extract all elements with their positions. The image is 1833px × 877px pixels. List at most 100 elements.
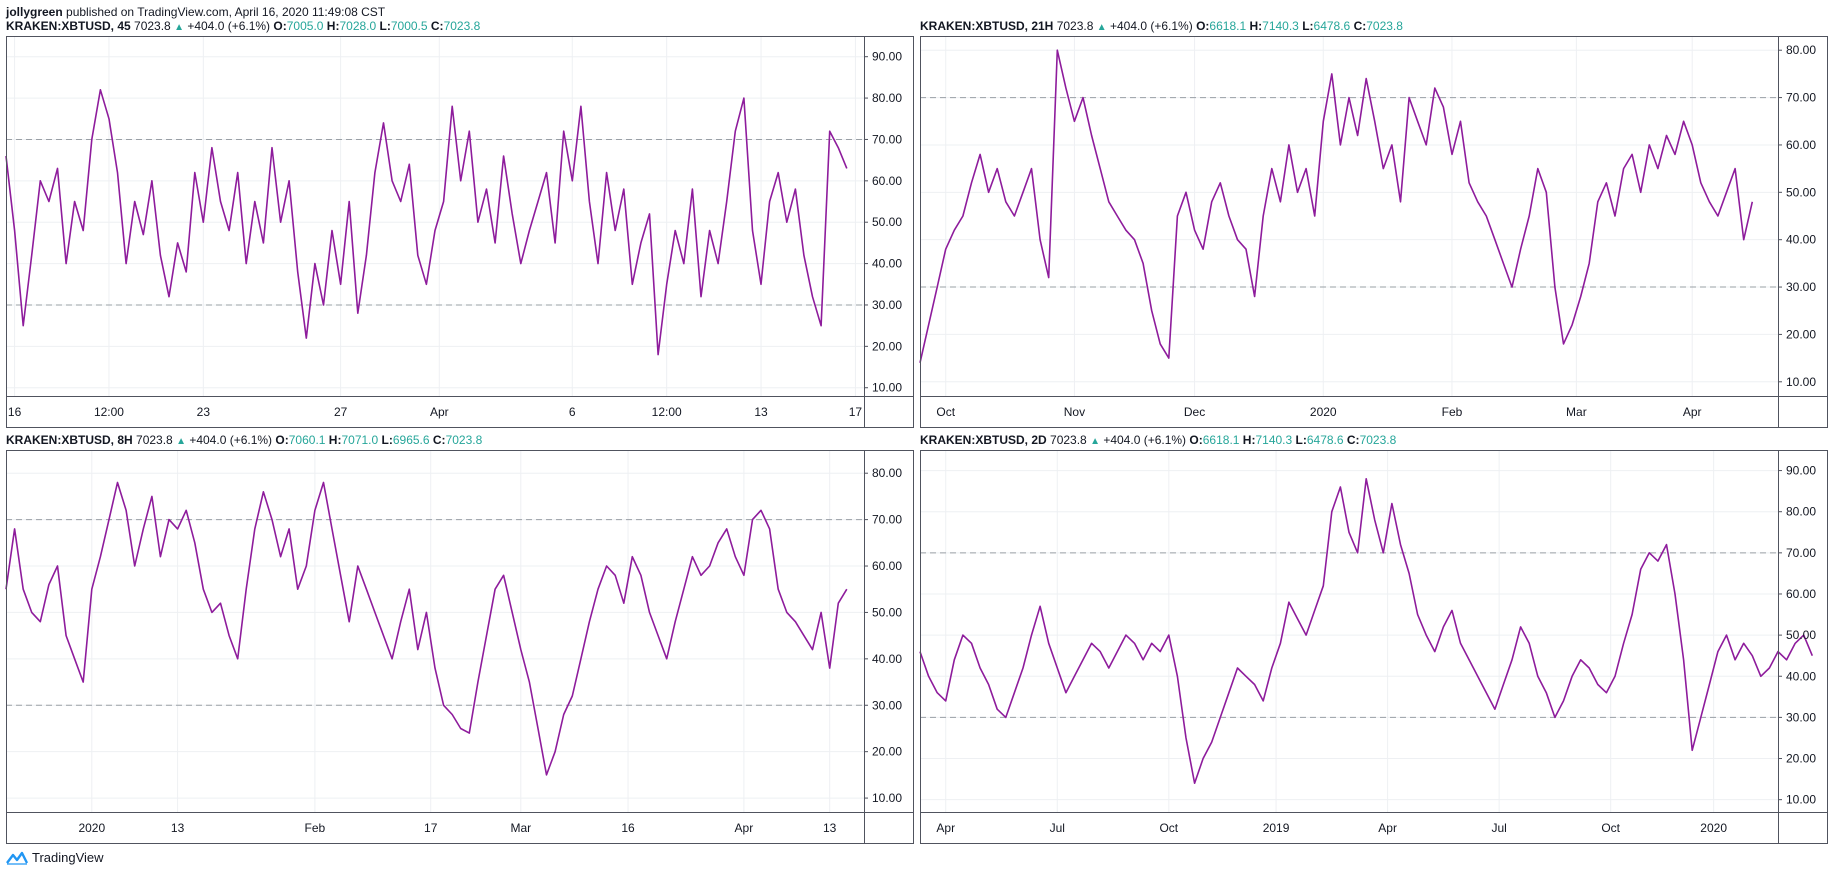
symbol-label[interactable]: KRAKEN:XBTUSD, 2D	[920, 433, 1047, 447]
y-tick-label[interactable]: 80.00	[1786, 505, 1816, 519]
y-tick-label[interactable]: 70.00	[1786, 546, 1816, 560]
y-tick-label[interactable]: 30.00	[872, 698, 902, 712]
y-tick-label[interactable]: 30.00	[1786, 280, 1816, 294]
y-tick-label[interactable]: 80.00	[872, 466, 902, 480]
close-label: C:	[430, 19, 444, 33]
y-tick-label[interactable]: 80.00	[1786, 43, 1816, 57]
x-tick-label[interactable]: 16	[8, 405, 22, 419]
open-value: 6618.1	[1209, 19, 1247, 33]
tradingview-logo-icon[interactable]	[6, 851, 28, 865]
chart-svg[interactable]: 80.00 70.00 60.00 50.00 40.00 30.00 20.00 10.00…	[919, 36, 1828, 428]
legend-header: KRAKEN:XBTUSD, 45 7023.8 ▲ +404.0 (+6.1%…	[6, 18, 480, 34]
y-tick-label[interactable]: 20.00	[872, 339, 902, 353]
x-tick-label[interactable]: Jul	[1050, 821, 1065, 835]
x-tick-label[interactable]: 17	[849, 405, 863, 419]
y-tick-label[interactable]: 40.00	[872, 257, 902, 271]
y-tick-label[interactable]: 20.00	[1786, 327, 1816, 341]
legend-header: KRAKEN:XBTUSD, 21H 7023.8 ▲ +404.0 (+6.1…	[920, 18, 1403, 34]
x-tick-label[interactable]: Mar	[1566, 405, 1587, 419]
x-tick-label[interactable]: 2020	[1700, 821, 1727, 835]
open-value: 7005.0	[286, 19, 324, 33]
rsi-series-line[interactable]	[919, 49, 1754, 363]
high-value: 7071.0	[341, 433, 379, 447]
y-tick-label[interactable]: 90.00	[872, 50, 902, 64]
symbol-label[interactable]: KRAKEN:XBTUSD, 21H	[920, 19, 1054, 33]
y-tick-label[interactable]: 10.00	[872, 381, 902, 395]
x-tick-label[interactable]: 12:00	[94, 405, 124, 419]
x-tick-label[interactable]: 13	[754, 405, 768, 419]
y-tick-label[interactable]: 10.00	[1786, 793, 1816, 807]
x-tick-label[interactable]: 16	[621, 821, 635, 835]
symbol-label[interactable]: KRAKEN:XBTUSD, 45	[6, 19, 131, 33]
y-tick-label[interactable]: 60.00	[1786, 138, 1816, 152]
grid	[920, 36, 1778, 396]
y-tick-label[interactable]: 50.00	[1786, 185, 1816, 199]
x-tick-label[interactable]: 17	[424, 821, 438, 835]
y-tick-label[interactable]: 50.00	[1786, 628, 1816, 642]
x-tick-label[interactable]: Apr	[430, 405, 449, 419]
chart-panel[interactable]: KRAKEN:XBTUSD, 21H 7023.8 ▲ +404.0 (+6.1…	[919, 18, 1828, 428]
chart-panel[interactable]: KRAKEN:XBTUSD, 8H 7023.8 ▲ +404.0 (+6.1%…	[5, 432, 914, 844]
x-tick-label[interactable]: Nov	[1064, 405, 1085, 419]
footer-brand[interactable]: TradingView	[32, 850, 104, 865]
chart-svg[interactable]: 90.00 80.00 70.00 60.00 50.00 40.00 30.00 20.00…	[919, 450, 1828, 844]
x-tick-label[interactable]: 12:00	[652, 405, 682, 419]
x-tick-label[interactable]: Apr	[1378, 821, 1397, 835]
x-tick-label[interactable]: 27	[334, 405, 348, 419]
rsi-series-line[interactable]	[919, 477, 1814, 785]
y-tick-label[interactable]: 40.00	[1786, 669, 1816, 683]
rsi-series-line[interactable]	[5, 88, 848, 356]
y-tick-label[interactable]: 10.00	[872, 791, 902, 805]
y-tick-label[interactable]: 70.00	[1786, 91, 1816, 105]
pane-border	[6, 450, 914, 844]
y-tick-label[interactable]: 20.00	[872, 745, 902, 759]
y-tick-label[interactable]: 70.00	[872, 513, 902, 527]
x-tick-label[interactable]: Feb	[305, 821, 326, 835]
y-tick-label[interactable]: 40.00	[1786, 233, 1816, 247]
x-tick-label[interactable]: 13	[171, 821, 185, 835]
chart-panel[interactable]: KRAKEN:XBTUSD, 2D 7023.8 ▲ +404.0 (+6.1%…	[919, 432, 1828, 844]
author-link[interactable]: jollygreen	[6, 5, 63, 19]
chart-panel[interactable]: KRAKEN:XBTUSD, 45 7023.8 ▲ +404.0 (+6.1%…	[5, 18, 914, 428]
x-tick-label[interactable]: Oct	[1601, 821, 1620, 835]
y-tick-label[interactable]: 40.00	[872, 652, 902, 666]
y-tick-label[interactable]: 30.00	[872, 298, 902, 312]
x-tick-label[interactable]: Feb	[1442, 405, 1463, 419]
y-tick-label[interactable]: 10.00	[1786, 375, 1816, 389]
x-tick-label[interactable]: Apr	[735, 821, 754, 835]
chart-svg[interactable]: 80.00 70.00 60.00 50.00 40.00 30.00 20.00 10.00…	[5, 450, 914, 844]
x-tick-label[interactable]: Jul	[1491, 821, 1506, 835]
y-tick-label[interactable]: 30.00	[1786, 710, 1816, 724]
open-label: O:	[1196, 19, 1210, 33]
x-tick-label[interactable]: 2020	[78, 821, 105, 835]
x-tick-label[interactable]: Mar	[510, 821, 531, 835]
rsi-series-line[interactable]	[5, 481, 848, 776]
x-tick-label[interactable]: Apr	[1683, 405, 1702, 419]
low-value: 6478.6	[1306, 433, 1344, 447]
y-tick-label[interactable]: 60.00	[872, 174, 902, 188]
x-tick-label[interactable]: 2019	[1263, 821, 1290, 835]
y-tick-label[interactable]: 20.00	[1786, 752, 1816, 766]
low-value: 7000.5	[390, 19, 428, 33]
x-tick-label[interactable]: 6	[569, 405, 576, 419]
y-tick-label[interactable]: 80.00	[872, 91, 902, 105]
x-tick-label[interactable]: Dec	[1184, 405, 1205, 419]
x-tick-label[interactable]: Oct	[936, 405, 955, 419]
y-tick-label[interactable]: 90.00	[1786, 464, 1816, 478]
pane-border	[6, 36, 914, 428]
x-tick-label[interactable]: 2020	[1310, 405, 1337, 419]
y-tick-label[interactable]: 50.00	[872, 215, 902, 229]
y-tick-label[interactable]: 70.00	[872, 132, 902, 146]
x-tick-label[interactable]: 23	[197, 405, 211, 419]
y-tick-label[interactable]: 60.00	[872, 559, 902, 573]
high-value: 7028.0	[339, 19, 377, 33]
x-tick-label[interactable]: Apr	[936, 821, 955, 835]
y-tick-label[interactable]: 50.00	[872, 605, 902, 619]
x-tick-label[interactable]: 13	[823, 821, 837, 835]
x-tick-label[interactable]: Oct	[1159, 821, 1178, 835]
y-tick-label[interactable]: 60.00	[1786, 587, 1816, 601]
up-triangle-icon: ▲	[174, 22, 184, 33]
chart-svg[interactable]: 90.00 80.00 70.00 60.00 50.00 40.00 30.00 20.00…	[5, 36, 914, 428]
grid	[6, 36, 864, 396]
symbol-label[interactable]: KRAKEN:XBTUSD, 8H	[6, 433, 133, 447]
